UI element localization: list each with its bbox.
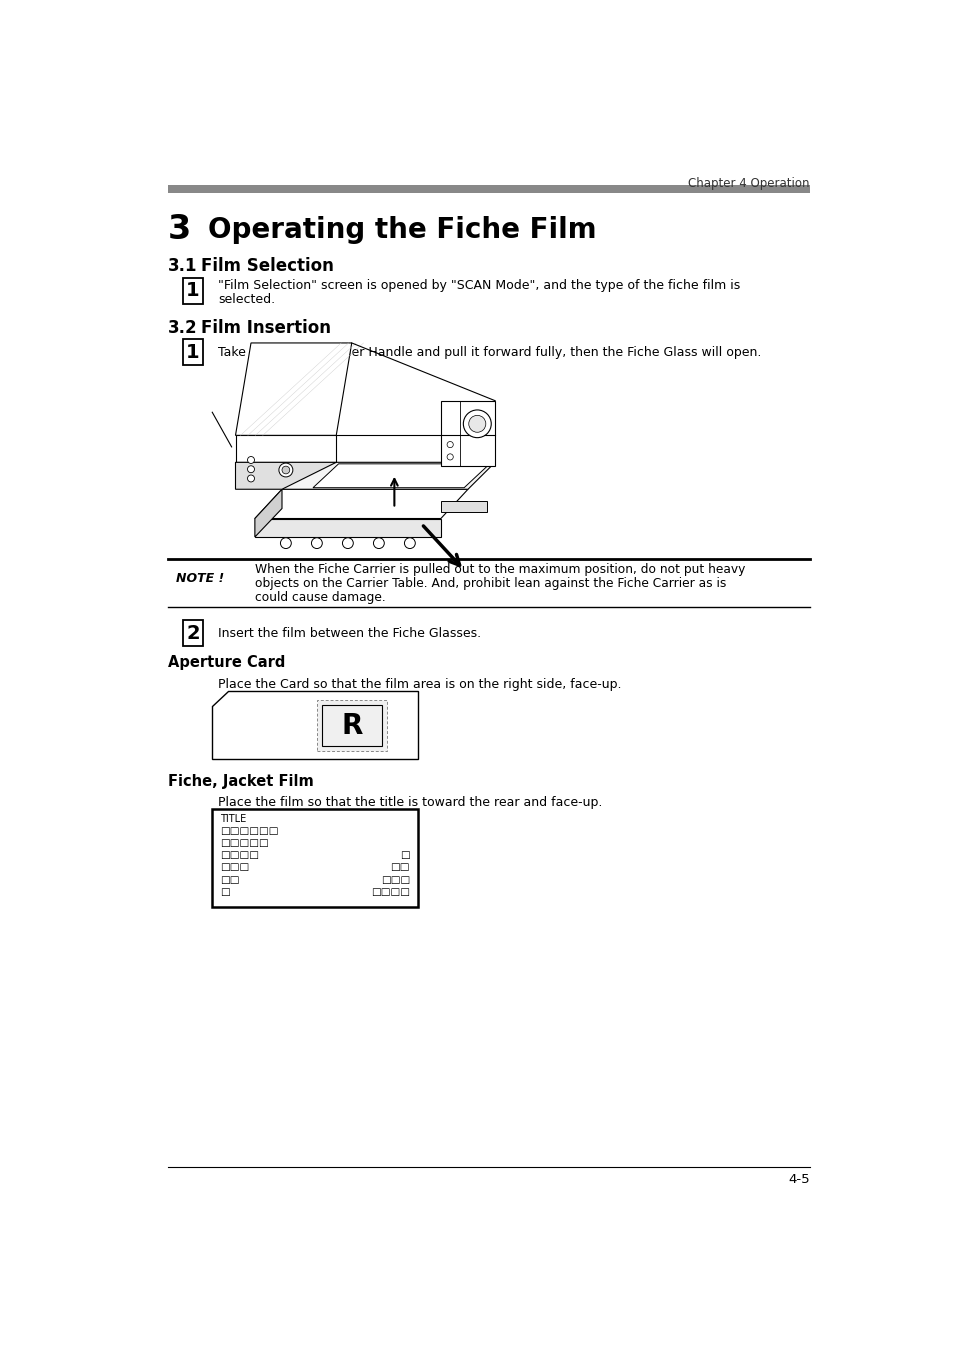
Text: Insert the film between the Fiche Glasses.: Insert the film between the Fiche Glasse… <box>218 626 481 640</box>
Text: 3.1: 3.1 <box>168 256 197 275</box>
Circle shape <box>373 537 384 548</box>
Text: Film Insertion: Film Insertion <box>200 319 331 336</box>
Text: could cause damage.: could cause damage. <box>254 591 385 605</box>
Text: Chapter 4 Operation: Chapter 4 Operation <box>687 177 809 190</box>
Circle shape <box>463 410 491 437</box>
Text: Place the film so that the title is toward the rear and face-up.: Place the film so that the title is towa… <box>218 796 602 809</box>
Polygon shape <box>313 464 489 487</box>
Polygon shape <box>254 489 468 518</box>
Text: TITLE: TITLE <box>220 814 246 824</box>
Text: 1: 1 <box>186 343 199 362</box>
Bar <box>212 809 417 907</box>
Text: Place the Card so that the film area is on the right side, face-up.: Place the Card so that the film area is … <box>218 678 621 691</box>
Circle shape <box>447 454 453 460</box>
Text: When the Fiche Carrier is pulled out to the maximum position, do not put heavy: When the Fiche Carrier is pulled out to … <box>254 563 744 576</box>
Circle shape <box>247 475 254 482</box>
Bar <box>168 185 809 193</box>
Circle shape <box>311 537 322 548</box>
Circle shape <box>282 466 290 474</box>
Text: □□□: □□□ <box>220 863 249 872</box>
Bar <box>321 705 381 747</box>
Circle shape <box>404 537 415 548</box>
Polygon shape <box>235 435 335 462</box>
Text: Aperture Card: Aperture Card <box>168 655 285 670</box>
Bar <box>316 701 386 751</box>
Circle shape <box>280 537 291 548</box>
Circle shape <box>247 466 254 472</box>
Polygon shape <box>282 462 495 489</box>
Text: objects on the Carrier Table. And, prohibit lean against the Fiche Carrier as is: objects on the Carrier Table. And, prohi… <box>254 576 725 590</box>
Polygon shape <box>235 343 352 435</box>
Text: □□□□□: □□□□□ <box>220 838 269 848</box>
Text: □□□: □□□ <box>380 875 410 884</box>
Text: Operating the Fiche Film: Operating the Fiche Film <box>208 216 597 244</box>
Circle shape <box>468 416 485 432</box>
Polygon shape <box>212 691 417 759</box>
Text: 3.2: 3.2 <box>168 319 197 336</box>
Text: □□□□: □□□□ <box>371 887 410 896</box>
Text: selected.: selected. <box>218 293 275 305</box>
Text: □□: □□ <box>390 863 410 872</box>
Text: 4-5: 4-5 <box>787 1173 809 1187</box>
Text: R: R <box>341 711 362 740</box>
Text: 1: 1 <box>186 281 199 300</box>
Text: □□□□: □□□□ <box>220 850 258 860</box>
Text: □: □ <box>399 850 410 860</box>
Circle shape <box>342 537 353 548</box>
Bar <box>440 401 495 466</box>
Circle shape <box>447 441 453 448</box>
Text: 2: 2 <box>186 624 199 643</box>
Text: Film Selection: Film Selection <box>200 256 334 275</box>
Polygon shape <box>235 462 335 489</box>
Text: "Film Selection" screen is opened by "SCAN Mode", and the type of the fiche film: "Film Selection" screen is opened by "SC… <box>218 279 740 293</box>
Text: □: □ <box>220 887 230 896</box>
Text: Fiche, Jacket Film: Fiche, Jacket Film <box>168 775 314 790</box>
Polygon shape <box>254 489 282 537</box>
Text: □□□□□□: □□□□□□ <box>220 826 278 836</box>
Circle shape <box>278 463 293 477</box>
Text: NOTE !: NOTE ! <box>175 572 224 586</box>
Text: □□: □□ <box>220 875 239 884</box>
Polygon shape <box>254 518 440 537</box>
Text: 3: 3 <box>168 213 192 246</box>
Text: Take hold of the Carrier Handle and pull it forward fully, then the Fiche Glass : Take hold of the Carrier Handle and pull… <box>218 346 761 359</box>
Circle shape <box>247 456 254 463</box>
Polygon shape <box>440 501 487 513</box>
